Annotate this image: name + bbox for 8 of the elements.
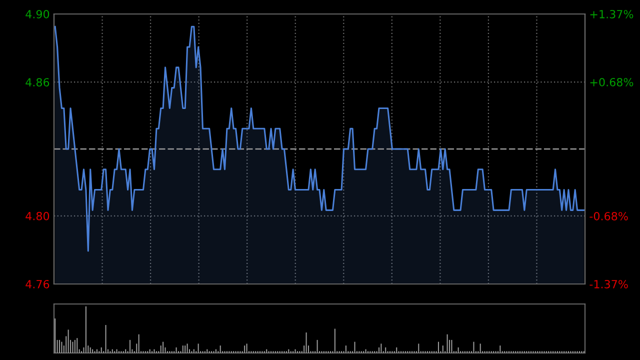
y2-tick-label: +0.68% (590, 78, 634, 86)
y-tick-label: 4.80 (26, 212, 50, 220)
y2-tick-label: -1.37% (590, 280, 628, 288)
y2-tick-label: -0.68% (590, 212, 628, 220)
y-tick-label: 4.76 (26, 280, 50, 288)
y-tick-label: 4.90 (26, 10, 50, 18)
y-tick-label: 4.86 (26, 78, 50, 86)
y2-tick-label: +1.37% (590, 10, 634, 18)
